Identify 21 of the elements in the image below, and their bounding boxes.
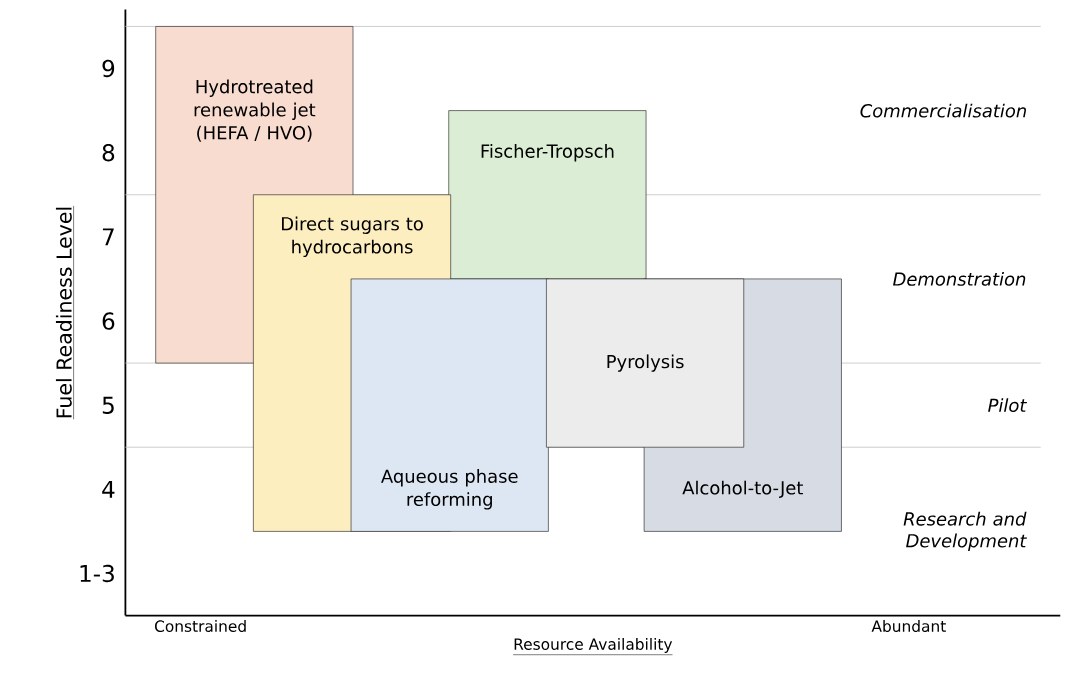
- text: Abundant: [871, 619, 946, 632]
- y-tick-label: 8: [102, 143, 115, 162]
- x-tick-label: Alcohol-to-Jet: [682, 480, 803, 498]
- text: Research and Development: [903, 511, 1027, 551]
- text: Demonstration: [893, 271, 1026, 286]
- y-axis-title: Fuel Readiness Level: [55, 207, 72, 418]
- text: Pilot: [988, 398, 1027, 412]
- x-tick-label: Fischer-Tropsch: [481, 143, 614, 162]
- y-tick-label: 1-3: [80, 564, 114, 583]
- x-axis-title: Resource Availability: [514, 637, 673, 653]
- y-tick-label: 4: [102, 480, 115, 498]
- x-tick-label: Direct sugars to hydrocarbons: [282, 216, 423, 257]
- text: Commercialisation: [860, 103, 1027, 118]
- x-tick-label: Pyrolysis: [607, 354, 684, 372]
- text: Constrained: [154, 619, 246, 632]
- y-tick-label: 5: [102, 396, 114, 414]
- y-tick-label: 7: [102, 228, 114, 246]
- x-tick-label: Hydrotreated renewable jet (HEFA / HVO): [194, 79, 316, 142]
- x-tick-label: Aqueous phase reforming: [381, 468, 518, 510]
- y-tick-label: 6: [102, 312, 115, 330]
- y-tick-label: 9: [102, 59, 115, 78]
